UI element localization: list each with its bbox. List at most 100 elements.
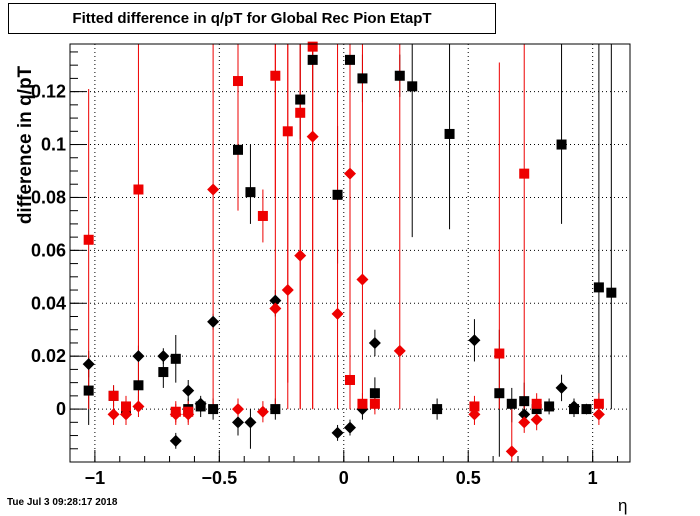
diamond-marker — [331, 426, 344, 439]
square-marker — [407, 81, 418, 92]
square-marker — [556, 139, 567, 150]
diamond-marker — [169, 434, 182, 447]
square-marker — [531, 398, 542, 409]
square-marker — [369, 388, 380, 399]
diamond-marker — [169, 408, 182, 421]
diamond-marker — [232, 403, 244, 416]
diamond-marker — [555, 381, 568, 394]
diamond-marker — [505, 445, 518, 458]
square-marker — [345, 374, 355, 385]
diamond-marker — [182, 408, 195, 421]
square-marker — [257, 210, 268, 221]
diamond-marker — [107, 408, 120, 421]
square-marker — [270, 70, 281, 81]
square-marker — [544, 401, 555, 412]
square-marker — [593, 282, 604, 293]
diamond-marker — [207, 183, 220, 196]
diamond-marker — [306, 130, 319, 143]
diamond-marker — [207, 315, 220, 328]
y-tick-label: 0.06 — [31, 240, 66, 260]
square-marker — [245, 187, 256, 198]
diamond-marker — [344, 167, 356, 180]
diamond-marker — [132, 400, 145, 413]
square-marker — [170, 353, 181, 364]
x-tick-label: 1 — [588, 468, 598, 488]
tick-labels: −1 −0.5 0 0.5 1 0 0.02 0.04 0.06 0.08 0.1 0.12 — [31, 82, 598, 488]
square-marker — [233, 144, 243, 155]
diamond-marker — [468, 334, 481, 347]
square-marker — [295, 107, 306, 118]
square-marker — [394, 70, 405, 81]
diamond-marker — [294, 249, 307, 262]
diamond-marker — [281, 284, 294, 297]
diamond-marker — [568, 400, 580, 413]
diamond-marker — [344, 421, 356, 434]
x-tick-label: −1 — [85, 468, 106, 488]
y-tick-label: 0.02 — [31, 346, 66, 366]
y-tick-label: 0.12 — [31, 82, 66, 102]
diamond-marker — [256, 405, 269, 418]
diamond-marker — [269, 294, 282, 307]
square-marker — [345, 54, 355, 65]
square-marker — [469, 401, 480, 412]
square-marker — [444, 128, 455, 139]
y-axis-label: difference in q/pT — [15, 65, 36, 225]
square-marker — [357, 398, 368, 409]
square-marker — [133, 380, 144, 391]
square-marker — [581, 404, 592, 415]
square-marker — [121, 401, 131, 412]
diamond-marker — [356, 273, 369, 286]
timestamp: Tue Jul 3 09:28:17 2018 — [7, 497, 118, 508]
y-tick-label: 0.04 — [31, 293, 66, 313]
square-marker — [282, 126, 293, 137]
diamond-marker — [518, 408, 531, 421]
square-marker — [432, 404, 443, 415]
square-marker — [593, 398, 604, 409]
diamond-marker — [132, 350, 145, 363]
diamond-marker — [194, 397, 207, 410]
axis-ticks — [69, 51, 619, 463]
y-tick-label: 0 — [56, 399, 66, 419]
square-marker — [83, 385, 94, 396]
chart-title: Fitted difference in q/pT for Global Rec… — [72, 10, 432, 27]
x-axis-label: η — [618, 496, 628, 515]
square-marker — [133, 184, 144, 195]
square-marker — [270, 404, 281, 415]
diamond-marker — [393, 344, 406, 357]
square-marker — [369, 398, 380, 409]
square-marker — [494, 348, 505, 359]
data-markers — [82, 41, 617, 458]
square-marker — [506, 398, 517, 409]
diamond-marker — [368, 336, 381, 349]
plot-frame — [69, 43, 631, 463]
diamond-marker — [120, 408, 132, 421]
y-tick-label: 0.1 — [41, 135, 66, 155]
diamond-marker — [244, 416, 257, 429]
diamond-marker — [269, 302, 282, 315]
square-marker — [519, 396, 530, 407]
diamond-marker — [232, 416, 244, 429]
diamond-marker — [468, 408, 481, 421]
diamond-marker — [157, 350, 170, 363]
x-tick-label: −0.5 — [202, 468, 238, 488]
square-marker — [307, 41, 318, 52]
square-marker — [108, 390, 119, 401]
square-marker — [233, 76, 243, 87]
square-marker — [295, 94, 306, 105]
diamond-marker — [592, 408, 605, 421]
square-marker — [357, 73, 368, 84]
square-marker — [606, 287, 617, 298]
diamond-marker — [331, 307, 344, 320]
square-marker — [332, 189, 343, 200]
diamond-marker — [530, 413, 543, 426]
diamond-marker — [518, 416, 531, 429]
title-box: Fitted difference in q/pT for Global Rec… — [8, 3, 496, 34]
square-marker — [208, 404, 219, 415]
square-marker — [307, 54, 318, 65]
y-tick-label: 0.08 — [31, 187, 66, 207]
x-tick-label: 0.5 — [456, 468, 481, 488]
square-marker — [83, 234, 94, 245]
square-marker — [158, 367, 169, 378]
diamond-marker — [182, 384, 195, 397]
